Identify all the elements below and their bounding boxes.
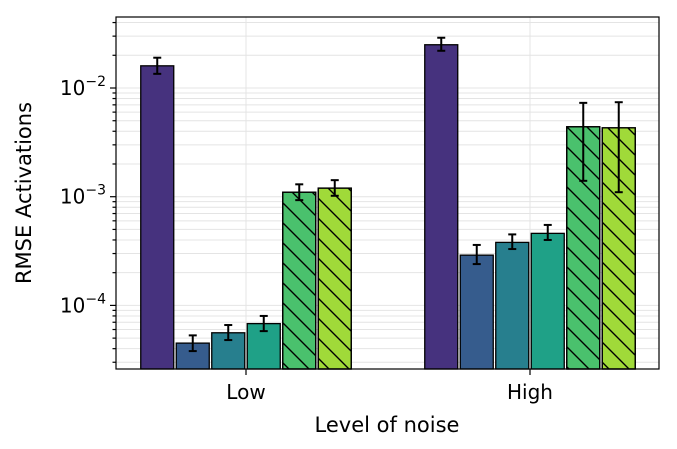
y-axis-label: RMSE Activations [12, 102, 36, 284]
y-tick-label: 10−2 [60, 74, 106, 100]
error-bars [153, 36, 623, 353]
bar [530, 232, 565, 370]
bars [140, 44, 636, 370]
x-tick-label: High [507, 380, 553, 404]
bar [495, 241, 530, 370]
x-tick-label: Low [226, 380, 265, 404]
bar [424, 44, 459, 370]
axis-ticks [110, 21, 531, 375]
x-axis-label: Level of noise [315, 413, 460, 437]
plot-frame [115, 16, 660, 370]
bar-hatch [317, 187, 352, 370]
y-tick-label: 10−3 [60, 183, 106, 209]
bar-hatch [282, 191, 317, 370]
bar [459, 254, 494, 370]
y-tick-label: 10−4 [60, 291, 106, 317]
y-tick-labels: 10−4 10−3 10−2 [60, 74, 106, 317]
bar [140, 65, 175, 370]
x-tick-labels: Low High [226, 380, 553, 404]
